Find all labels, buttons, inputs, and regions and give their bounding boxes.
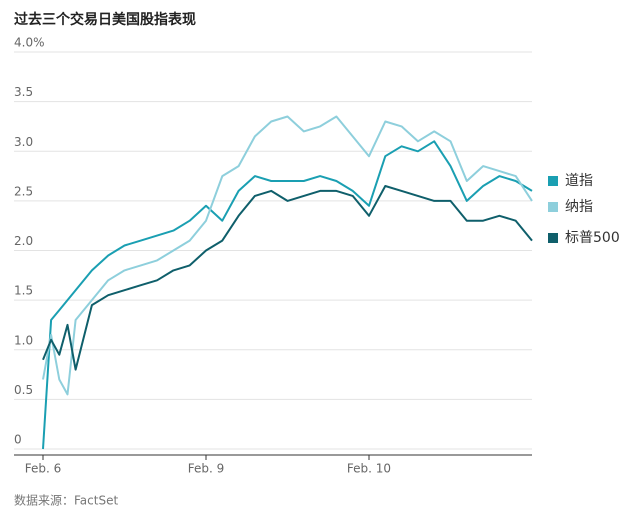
x-tick-label: Feb. 9 [188,462,225,476]
legend-label: 纳指 [565,199,593,215]
y-tick-label: 0.5 [14,383,33,397]
y-tick-label: 0 [14,433,22,447]
series-line [42,115,533,396]
y-tick-label: 1.5 [14,284,33,298]
chart-title: 过去三个交易日美国股指表现 [14,11,196,28]
legend-swatch [548,233,558,243]
legend-swatch [548,202,558,212]
x-tick-label: Feb. 6 [25,462,62,476]
legend-label: 道指 [565,173,593,189]
y-tick-label: 2.5 [14,184,33,198]
x-tick-label: Feb. 10 [347,462,391,476]
series-line [42,185,533,371]
y-tick-label: 4.0% [14,36,45,50]
source: 数据来源：FactSet [14,493,118,508]
legend-label: 标普500 [565,230,620,246]
y-tick-label: 2.0 [14,234,33,248]
y-tick-label: 3.0 [14,135,33,149]
legend-swatch [548,176,558,186]
y-tick-label: 1.0 [14,333,33,347]
y-tick-label: 3.5 [14,85,33,99]
series-line [42,140,533,450]
